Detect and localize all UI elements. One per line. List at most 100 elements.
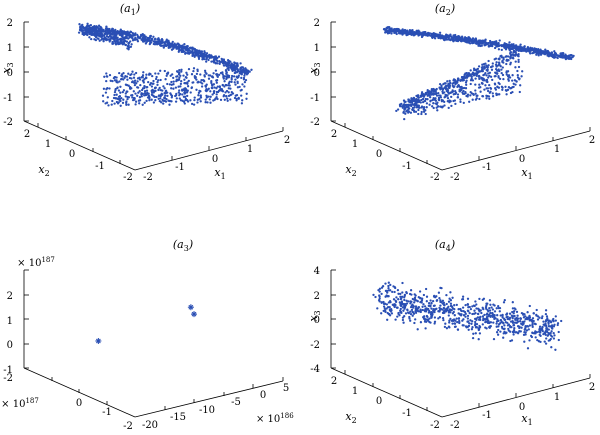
a4-point <box>414 294 417 297</box>
a2-point <box>521 47 524 51</box>
a1-point <box>117 89 121 92</box>
a1-point <box>183 102 186 105</box>
panel-a1-ticks: 2 1 0 -1 -2 2 1 0 -1 -2 -2 -1 0 1 2 <box>3 18 290 183</box>
a4-point <box>415 299 418 302</box>
a4-z-tick-m4: -4 <box>310 364 320 375</box>
a4-point <box>399 292 402 296</box>
a4-point <box>449 317 452 321</box>
a2-point <box>485 74 488 77</box>
a1-point <box>133 79 137 82</box>
a4-point <box>453 318 456 321</box>
a1-point <box>145 99 148 103</box>
a4-point <box>486 312 489 315</box>
panel-a2-title: (a2) <box>435 2 455 17</box>
a1-point <box>145 73 148 76</box>
a1-point <box>179 82 183 86</box>
a1-point <box>179 74 182 77</box>
a1-point <box>157 72 160 75</box>
a4-point <box>505 313 508 316</box>
a4-point <box>488 306 491 310</box>
a1-point <box>122 30 125 34</box>
a4-point <box>443 311 446 314</box>
a1-point <box>125 36 128 39</box>
a1-point <box>149 35 152 38</box>
a4-point <box>546 317 549 320</box>
a2-point <box>387 29 390 32</box>
a2-point <box>474 72 478 75</box>
a1-point <box>148 83 152 86</box>
a2-point <box>474 92 477 95</box>
a4-point <box>447 314 450 317</box>
a1-point <box>218 89 222 92</box>
a1-point <box>187 67 191 71</box>
a2-point <box>513 46 516 50</box>
a3-point <box>191 311 198 318</box>
a2-point <box>448 84 451 88</box>
a1-point <box>185 91 189 94</box>
a1-point <box>143 90 147 93</box>
a1-point <box>236 67 239 71</box>
a4-point <box>530 319 533 322</box>
a2-point <box>505 93 508 96</box>
a4-point <box>461 298 464 301</box>
a1-point <box>202 79 205 82</box>
a4-point <box>531 317 535 320</box>
a2-point <box>514 51 517 54</box>
a2-point <box>504 85 507 88</box>
a4-point <box>411 303 414 306</box>
a4-point <box>519 330 522 333</box>
a1-point <box>153 38 156 41</box>
a1-point <box>142 38 145 41</box>
a4-point <box>417 306 420 310</box>
a4-point <box>511 307 515 310</box>
a4-point <box>547 321 550 324</box>
a1-point <box>223 64 226 67</box>
a2-point <box>497 61 501 64</box>
a4-point <box>498 306 502 310</box>
a4-point <box>384 282 387 285</box>
a4-point <box>448 297 451 300</box>
a4-point <box>419 321 423 324</box>
a2-point <box>486 95 489 98</box>
a2-point <box>493 83 497 86</box>
a4-point <box>505 331 508 334</box>
a4-point <box>449 302 453 305</box>
a2-z-tick-m1: -1 <box>310 93 320 104</box>
a2-point <box>456 85 459 89</box>
a1-z-tick-2: 2 <box>7 18 13 29</box>
panel-a2-axes <box>330 21 591 171</box>
a4-point <box>548 332 551 335</box>
a2-point <box>406 31 409 35</box>
a2-point <box>505 62 508 66</box>
a1-y-tick-2: 2 <box>24 129 30 140</box>
a1-point <box>132 76 136 79</box>
a1-point <box>163 91 166 95</box>
a2-z-tick-0: 0 <box>314 68 320 79</box>
a1-point <box>130 43 133 46</box>
a1-point <box>150 85 154 88</box>
a1-point <box>209 74 212 77</box>
a4-point <box>492 303 495 306</box>
a2-point <box>478 70 481 73</box>
a1-point <box>184 48 188 51</box>
a4-point <box>466 303 470 306</box>
a1-point <box>115 76 118 79</box>
a2-point <box>412 96 416 100</box>
a2-point <box>434 92 437 96</box>
a4-point <box>532 332 536 335</box>
a2-y-tick-1: 1 <box>352 139 358 150</box>
a4-point <box>519 320 522 323</box>
a2-point <box>425 106 428 109</box>
a1-point <box>127 72 130 75</box>
a4-point <box>399 303 402 307</box>
a1-point <box>182 74 185 77</box>
a1-point <box>239 67 242 71</box>
a1-point <box>154 99 157 102</box>
a2-point <box>445 84 448 87</box>
a4-point <box>401 291 404 294</box>
a4-point <box>462 314 466 317</box>
a2-point <box>502 58 505 61</box>
a4-point <box>470 322 473 325</box>
a2-point <box>516 54 519 57</box>
a4-point <box>549 321 553 324</box>
